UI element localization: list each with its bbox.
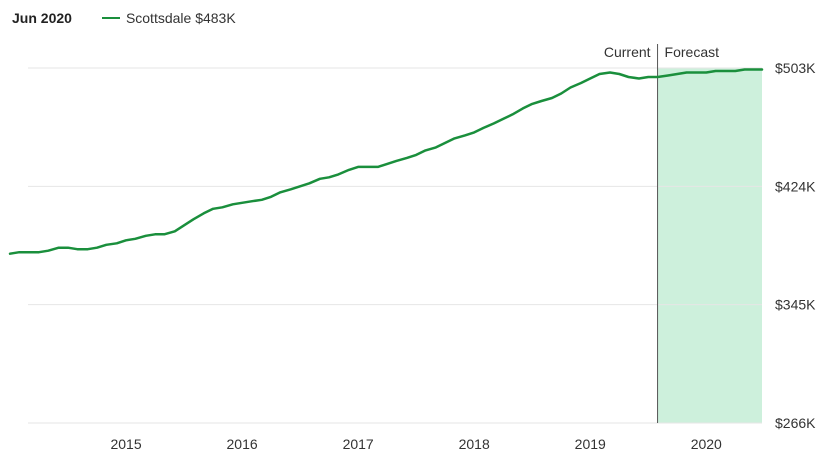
y-tick-label: $345K xyxy=(775,297,816,313)
x-tick-label: 2018 xyxy=(459,436,490,452)
forecast-region xyxy=(657,68,762,423)
x-tick-label: 2019 xyxy=(575,436,606,452)
y-tick-label: $503K xyxy=(775,60,816,76)
chart-header: Jun 2020 Scottsdale $483K xyxy=(12,6,236,30)
x-tick-label: 2016 xyxy=(227,436,258,452)
y-tick-label: $424K xyxy=(775,178,816,194)
x-tick-label: 2017 xyxy=(343,436,374,452)
legend-swatch xyxy=(101,17,120,19)
y-tick-label: $266K xyxy=(775,415,816,431)
date-label: Jun 2020 xyxy=(12,10,72,26)
legend: Scottsdale $483K xyxy=(101,10,236,26)
series-line-scottsdale xyxy=(8,68,764,255)
x-axis-tick-labels: 2015 2016 2017 2018 2019 2020 xyxy=(110,436,722,452)
grid xyxy=(28,67,762,424)
y-axis-tick-labels: $503K $424K $345K $266K xyxy=(775,60,816,431)
forecast-label: Forecast xyxy=(665,44,720,60)
x-tick-label: 2020 xyxy=(691,436,722,452)
legend-label: Scottsdale $483K xyxy=(125,10,236,26)
x-tick-label: 2015 xyxy=(110,436,141,452)
current-label: Current xyxy=(604,44,651,60)
